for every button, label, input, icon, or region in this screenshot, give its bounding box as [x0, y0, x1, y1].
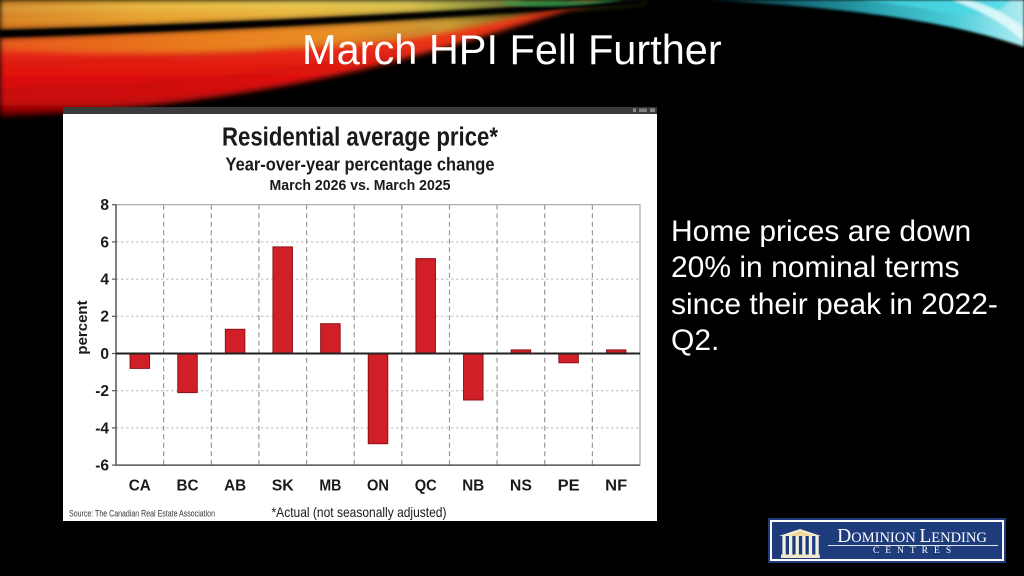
svg-text:6: 6: [100, 234, 109, 251]
svg-text:AB: AB: [224, 477, 246, 494]
svg-text:2: 2: [100, 308, 109, 325]
svg-text:BC: BC: [177, 477, 199, 494]
svg-text:8: 8: [100, 197, 109, 214]
svg-text:Source: The Canadian Real Esta: Source: The Canadian Real Estate Associa…: [69, 508, 215, 518]
svg-text:percent: percent: [74, 300, 91, 354]
svg-text:MB: MB: [319, 477, 341, 494]
svg-text:-6: -6: [95, 457, 109, 474]
svg-text:-4: -4: [95, 420, 109, 437]
svg-text:SK: SK: [272, 477, 294, 494]
svg-text:NF: NF: [605, 477, 627, 494]
svg-text:Residential average price*: Residential average price*: [222, 123, 498, 151]
svg-text:PE: PE: [558, 477, 580, 494]
svg-text:*Actual (not seasonally adjust: *Actual (not seasonally adjusted): [272, 504, 447, 520]
svg-text:QC: QC: [415, 477, 437, 494]
svg-text:-2: -2: [95, 383, 109, 400]
svg-text:NB: NB: [462, 477, 484, 494]
svg-text:March 2026 vs. March 2025: March 2026 vs. March 2025: [270, 177, 451, 193]
svg-text:0: 0: [100, 345, 109, 362]
svg-text:NS: NS: [510, 477, 532, 494]
svg-text:Year-over-year percentage chan: Year-over-year percentage change: [226, 153, 495, 174]
svg-text:CA: CA: [129, 477, 151, 494]
svg-text:4: 4: [100, 271, 109, 288]
svg-text:ON: ON: [367, 477, 389, 494]
